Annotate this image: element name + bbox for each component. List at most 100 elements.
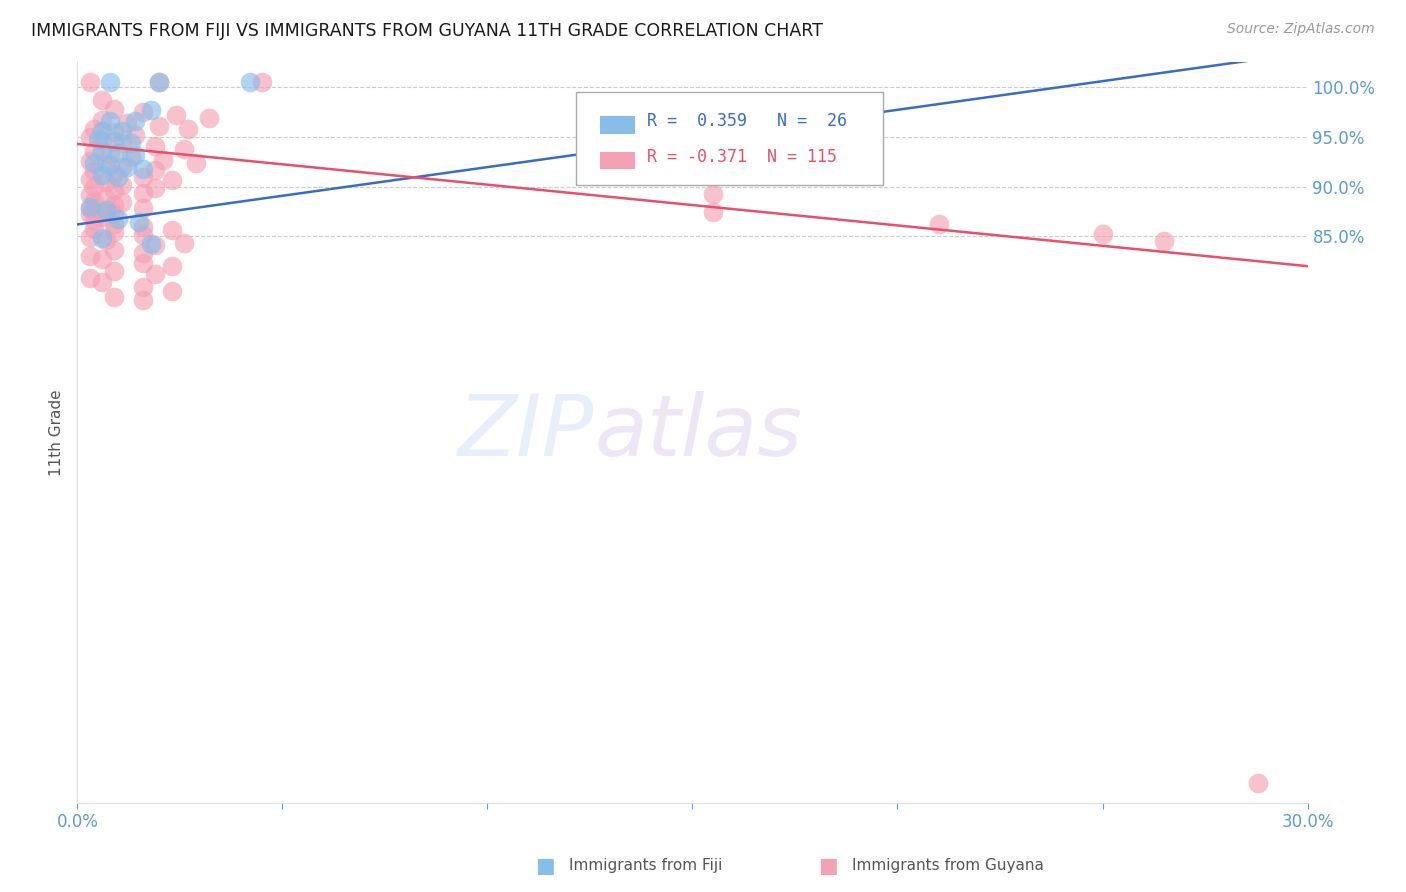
Point (103, 125, 125, 139)
Point (186, 156, 208, 170)
Point (83, 204, 105, 219)
Point (132, 280, 155, 294)
Point (98, 158, 121, 172)
Point (83, 179, 105, 194)
Point (173, 236, 195, 251)
Point (98, 146, 121, 161)
Text: R = -0.371  N = 115: R = -0.371 N = 115 (647, 148, 837, 166)
Point (702, 186, 724, 201)
Point (94, 175, 117, 189)
Point (83, 222, 105, 236)
Point (87, 132, 110, 146)
Point (124, 128, 146, 142)
Point (143, 162, 166, 177)
Point (79, 75, 101, 89)
Point (83, 156, 105, 170)
Point (98, 114, 121, 128)
Point (115, 116, 138, 130)
Point (83, 194, 105, 209)
Point (173, 142, 195, 156)
Point (103, 218, 125, 232)
Point (928, 218, 950, 232)
Point (103, 197, 125, 211)
Point (132, 186, 155, 200)
Point (90, 113, 114, 128)
Point (120, 136, 142, 150)
Point (79, 130, 101, 145)
Point (197, 111, 219, 125)
Point (177, 122, 200, 136)
Point (143, 267, 166, 281)
Text: ■: ■ (534, 855, 555, 876)
Point (103, 226, 125, 240)
Point (107, 169, 129, 184)
Point (160, 223, 183, 237)
Point (90, 275, 114, 289)
Point (120, 150, 142, 164)
Point (111, 194, 134, 209)
Point (94, 191, 117, 205)
Point (94, 204, 117, 219)
Point (1247, 776, 1270, 790)
Point (90, 144, 114, 158)
Point (94, 202, 117, 217)
Point (141, 237, 163, 252)
Point (143, 180, 166, 194)
Point (143, 139, 166, 153)
Point (132, 105, 155, 120)
Point (132, 256, 155, 270)
Point (132, 169, 155, 184)
Point (83, 122, 105, 136)
Point (132, 246, 155, 260)
Point (115, 160, 138, 174)
Point (148, 75, 170, 89)
Point (103, 207, 125, 221)
Point (94, 233, 117, 247)
Point (103, 264, 125, 278)
Point (160, 172, 183, 186)
Point (79, 187, 101, 202)
Point (111, 136, 134, 150)
Point (79, 200, 101, 214)
Point (160, 284, 183, 298)
Point (103, 134, 125, 148)
Point (124, 114, 146, 128)
Point (83, 163, 105, 178)
Point (702, 204, 724, 219)
Point (94, 157, 117, 171)
Point (148, 119, 170, 133)
Point (132, 228, 155, 243)
Point (103, 183, 125, 197)
Point (148, 75, 170, 89)
Point (132, 293, 155, 307)
Point (90, 231, 114, 245)
Point (103, 290, 125, 304)
Point (79, 230, 101, 244)
Point (79, 249, 101, 263)
Point (160, 259, 183, 273)
Text: Immigrants from Guyana: Immigrants from Guyana (852, 858, 1045, 873)
Point (79, 207, 101, 221)
Point (103, 102, 125, 116)
Point (98, 75, 121, 89)
Bar (600, 152, 634, 169)
Point (124, 148, 146, 162)
Bar (600, 116, 634, 134)
Point (103, 167, 125, 181)
Text: ZIP: ZIP (458, 391, 595, 475)
Point (90, 133, 114, 147)
Point (79, 202, 101, 216)
Point (90, 252, 114, 267)
Text: Immigrants from Fiji: Immigrants from Fiji (569, 858, 723, 873)
Text: atlas: atlas (595, 391, 801, 475)
Point (132, 161, 155, 176)
Point (79, 153, 101, 168)
Y-axis label: 11th Grade: 11th Grade (49, 389, 65, 476)
Point (132, 201, 155, 215)
Point (79, 171, 101, 186)
Point (250, 75, 273, 89)
Point (90, 211, 114, 225)
Point (152, 153, 174, 167)
Point (165, 108, 187, 122)
Point (83, 144, 105, 158)
